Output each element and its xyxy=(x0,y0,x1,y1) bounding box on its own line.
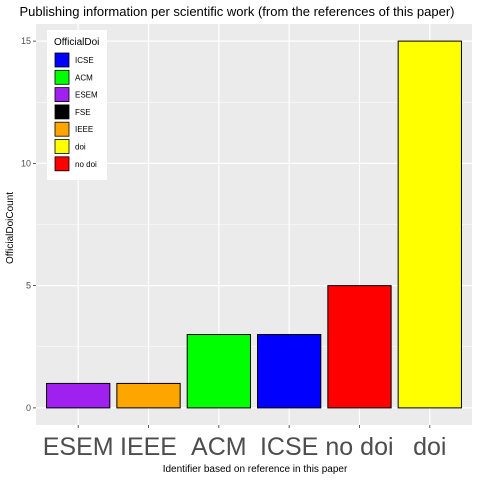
legend-label: ICSE xyxy=(75,56,94,65)
legend-swatch xyxy=(54,69,70,85)
chart-title: Publishing information per scientific wo… xyxy=(20,4,455,19)
legend-swatch xyxy=(54,87,70,102)
y-tick-label: 15 xyxy=(21,36,31,46)
bar-doi xyxy=(397,40,462,409)
x-tick-label: ICSE xyxy=(260,433,318,461)
x-axis-ticks: ESEM IEEE ACM ICSE no doi doi xyxy=(43,425,446,461)
x-tick-label: no doi xyxy=(325,433,393,461)
legend-swatch xyxy=(54,121,70,137)
legend-entries: ICSE ACM ESEM FSE IEEE doi no doi xyxy=(54,52,98,172)
y-tick-label: 0 xyxy=(26,403,31,413)
x-tick-label: ACM xyxy=(191,433,247,461)
legend-label: no doi xyxy=(75,160,97,169)
x-tick-label: IEEE xyxy=(120,433,177,461)
bar-icse xyxy=(257,334,322,409)
x-axis-title: Identifier based on reference in this pa… xyxy=(163,464,348,475)
bar-acm xyxy=(186,334,251,409)
legend: OfficialDoi ICSE ACM ESEM FSE IEEE doi no doi xyxy=(47,30,107,180)
legend-swatch xyxy=(54,104,70,120)
legend-label: ESEM xyxy=(75,91,98,100)
x-tick-label: ESEM xyxy=(43,433,114,461)
legend-swatch xyxy=(54,52,70,68)
y-tick-label: 10 xyxy=(21,158,31,168)
legend-title: OfficialDoi xyxy=(54,37,99,48)
x-tick-label: doi xyxy=(413,433,446,461)
legend-label: doi xyxy=(75,143,86,152)
legend-label: FSE xyxy=(75,108,91,117)
bar-esem xyxy=(46,382,111,409)
bars xyxy=(46,40,462,409)
y-tick-label: 5 xyxy=(26,281,31,291)
bar-no-doi xyxy=(327,285,392,409)
legend-label: ACM xyxy=(75,73,93,82)
legend-label: IEEE xyxy=(75,125,93,134)
y-axis-title: OfficialDoiCount xyxy=(5,192,16,264)
legend-swatch xyxy=(54,156,70,172)
y-axis-ticks: 0 5 10 15 xyxy=(21,36,36,413)
bar-ieee xyxy=(116,382,181,409)
legend-swatch xyxy=(54,139,70,154)
